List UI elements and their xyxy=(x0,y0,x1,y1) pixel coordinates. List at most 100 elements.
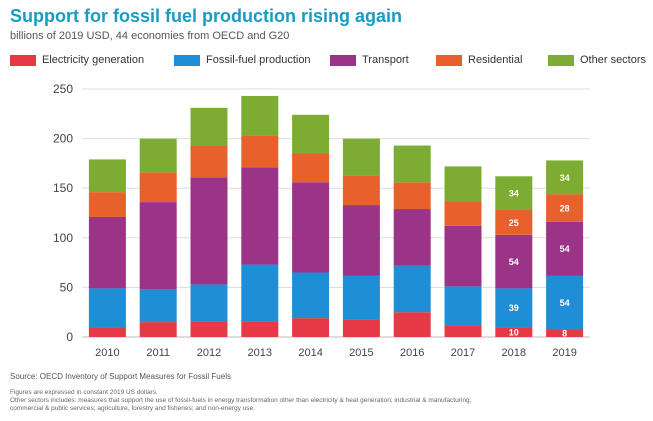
legend-label-fossil-fuel-production: Fossil-fuel production xyxy=(206,54,311,66)
y-tick-label: 150 xyxy=(53,181,73,195)
y-tick-label: 50 xyxy=(60,280,74,294)
bar-segment xyxy=(190,284,228,322)
bar-segment xyxy=(139,289,177,323)
legend-swatch-transport xyxy=(330,54,356,66)
x-tick-label: 2015 xyxy=(349,347,373,359)
data-label: 34 xyxy=(560,173,570,183)
legend-item-fossil-fuel-production: Fossil-fuel production xyxy=(174,54,311,66)
legend-swatch-residential xyxy=(436,54,462,66)
bar-segment xyxy=(495,176,533,211)
legend-swatch-fossil-fuel-production xyxy=(174,54,200,66)
data-label: 54 xyxy=(560,244,570,254)
bar-segment xyxy=(342,205,380,276)
bar-segment xyxy=(495,288,533,328)
data-label: 34 xyxy=(509,189,519,199)
bar-segment xyxy=(546,194,584,222)
bar-segment xyxy=(88,327,126,337)
bar-segment xyxy=(444,201,482,226)
bar-segment xyxy=(139,172,177,203)
data-label: 39 xyxy=(509,303,519,313)
bar-segment xyxy=(292,114,330,154)
bar-segment xyxy=(241,167,279,265)
x-tick-label: 2010 xyxy=(95,347,119,359)
y-tick-label: 100 xyxy=(53,231,73,245)
bar-segment xyxy=(88,288,126,328)
x-tick-label: 2019 xyxy=(552,347,576,359)
bar-segment xyxy=(342,319,380,337)
y-tick-label: 200 xyxy=(53,132,73,146)
bar-segment xyxy=(190,107,228,146)
bar-segment xyxy=(495,327,533,337)
bar-segment xyxy=(190,177,228,285)
bar-segment xyxy=(190,145,228,178)
x-tick-label: 2013 xyxy=(248,347,272,359)
legend-item-residential: Residential xyxy=(436,54,522,66)
footnote-line: Other sectors includes: measures that su… xyxy=(10,397,472,404)
bar-segment xyxy=(393,265,431,313)
bar-segment xyxy=(190,321,228,337)
bar-segment xyxy=(444,325,482,337)
y-tick-label: 250 xyxy=(53,82,73,96)
source-note: Source: OECD Inventory of Support Measur… xyxy=(10,372,231,381)
bar-segment xyxy=(495,210,533,235)
legend-label-electricity: Electricity generation xyxy=(42,54,145,66)
bar-segment xyxy=(342,275,380,320)
legend-label-transport: Transport xyxy=(362,54,409,66)
bar-segment xyxy=(139,138,177,173)
x-tick-label: 2018 xyxy=(502,347,526,359)
footnote-line: commercial & public services; agricultur… xyxy=(10,405,255,412)
bar-segment xyxy=(241,264,279,322)
legend-item-transport: Transport xyxy=(330,54,409,66)
bar-segment xyxy=(393,182,431,210)
bar-segment xyxy=(546,329,584,337)
bar-segment xyxy=(393,312,431,337)
bar-segment xyxy=(139,322,177,337)
data-label: 10 xyxy=(509,328,519,338)
legend-label-residential: Residential xyxy=(468,54,523,66)
data-label: 54 xyxy=(509,257,519,267)
data-label: 25 xyxy=(509,218,519,228)
bar-segment xyxy=(444,286,482,326)
bar-segment xyxy=(292,272,330,319)
legend-item-other-sectors: Other sectors xyxy=(548,54,646,66)
footnote-line: Figures are expressed in constant 2019 U… xyxy=(10,389,158,396)
x-tick-label: 2011 xyxy=(146,347,170,359)
bar-segment xyxy=(88,159,126,193)
bar-segment xyxy=(88,216,126,289)
bar-segment xyxy=(292,153,330,183)
bar-segment xyxy=(292,182,330,273)
bar-segment xyxy=(393,145,431,183)
bar-segment xyxy=(444,225,482,287)
x-tick-label: 2012 xyxy=(197,347,221,359)
x-tick-label: 2014 xyxy=(298,347,322,359)
bar-segment xyxy=(495,234,533,289)
x-tick-label: 2016 xyxy=(400,347,424,359)
chart-title: Support for fossil fuel production risin… xyxy=(10,6,403,26)
bar-segment xyxy=(241,95,279,136)
legend-swatch-electricity xyxy=(10,54,36,66)
data-label: 8 xyxy=(562,329,567,339)
legend-label-other-sectors: Other sectors xyxy=(580,54,647,66)
footnotes: Figures are expressed in constant 2019 U… xyxy=(10,389,650,413)
bar-segment xyxy=(342,175,380,206)
bar-segment xyxy=(393,209,431,266)
legend: Electricity generation Fossil-fuel produ… xyxy=(10,54,650,70)
bar-segment xyxy=(546,221,584,276)
bar-segment xyxy=(241,321,279,337)
chart-subtitle: billions of 2019 USD, 44 economies from … xyxy=(10,30,290,42)
x-tick-label: 2017 xyxy=(451,347,475,359)
legend-item-electricity: Electricity generation xyxy=(10,54,144,66)
bar-segment xyxy=(546,160,584,195)
bar-segment xyxy=(444,166,482,202)
bar-segment xyxy=(241,135,279,168)
legend-swatch-other-sectors xyxy=(548,54,574,66)
bar-segment xyxy=(88,192,126,217)
y-tick-label: 0 xyxy=(66,330,73,344)
bar-segment xyxy=(342,138,380,176)
data-label: 54 xyxy=(560,298,570,308)
bar-segment xyxy=(139,202,177,290)
bar-segment xyxy=(292,318,330,337)
bar-segment xyxy=(546,275,584,330)
data-label: 28 xyxy=(560,204,570,214)
